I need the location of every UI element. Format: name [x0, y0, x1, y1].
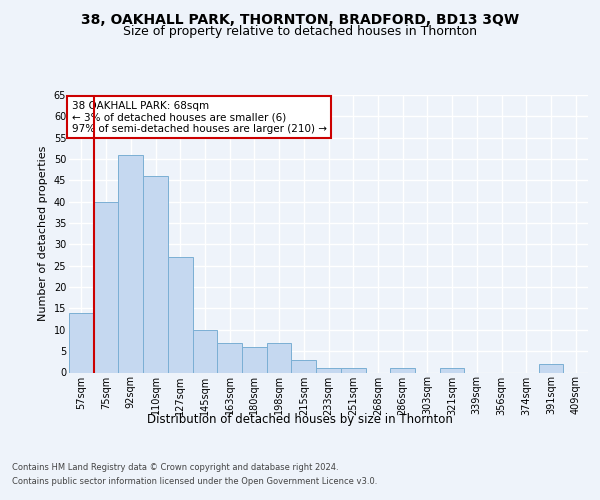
Bar — [217, 342, 242, 372]
Bar — [539, 364, 563, 372]
Bar — [390, 368, 415, 372]
Y-axis label: Number of detached properties: Number of detached properties — [38, 146, 48, 322]
Bar — [143, 176, 168, 372]
Bar — [69, 312, 94, 372]
Text: Contains public sector information licensed under the Open Government Licence v3: Contains public sector information licen… — [12, 478, 377, 486]
Bar — [440, 368, 464, 372]
Text: Contains HM Land Registry data © Crown copyright and database right 2024.: Contains HM Land Registry data © Crown c… — [12, 462, 338, 471]
Bar — [316, 368, 341, 372]
Bar — [94, 202, 118, 372]
Text: Size of property relative to detached houses in Thornton: Size of property relative to detached ho… — [123, 25, 477, 38]
Text: 38 OAKHALL PARK: 68sqm
← 3% of detached houses are smaller (6)
97% of semi-detac: 38 OAKHALL PARK: 68sqm ← 3% of detached … — [71, 100, 326, 134]
Bar — [242, 347, 267, 372]
Bar — [341, 368, 365, 372]
Bar — [267, 342, 292, 372]
Bar — [118, 155, 143, 372]
Bar — [168, 257, 193, 372]
Text: Distribution of detached houses by size in Thornton: Distribution of detached houses by size … — [147, 412, 453, 426]
Bar — [193, 330, 217, 372]
Bar — [292, 360, 316, 372]
Text: 38, OAKHALL PARK, THORNTON, BRADFORD, BD13 3QW: 38, OAKHALL PARK, THORNTON, BRADFORD, BD… — [81, 12, 519, 26]
